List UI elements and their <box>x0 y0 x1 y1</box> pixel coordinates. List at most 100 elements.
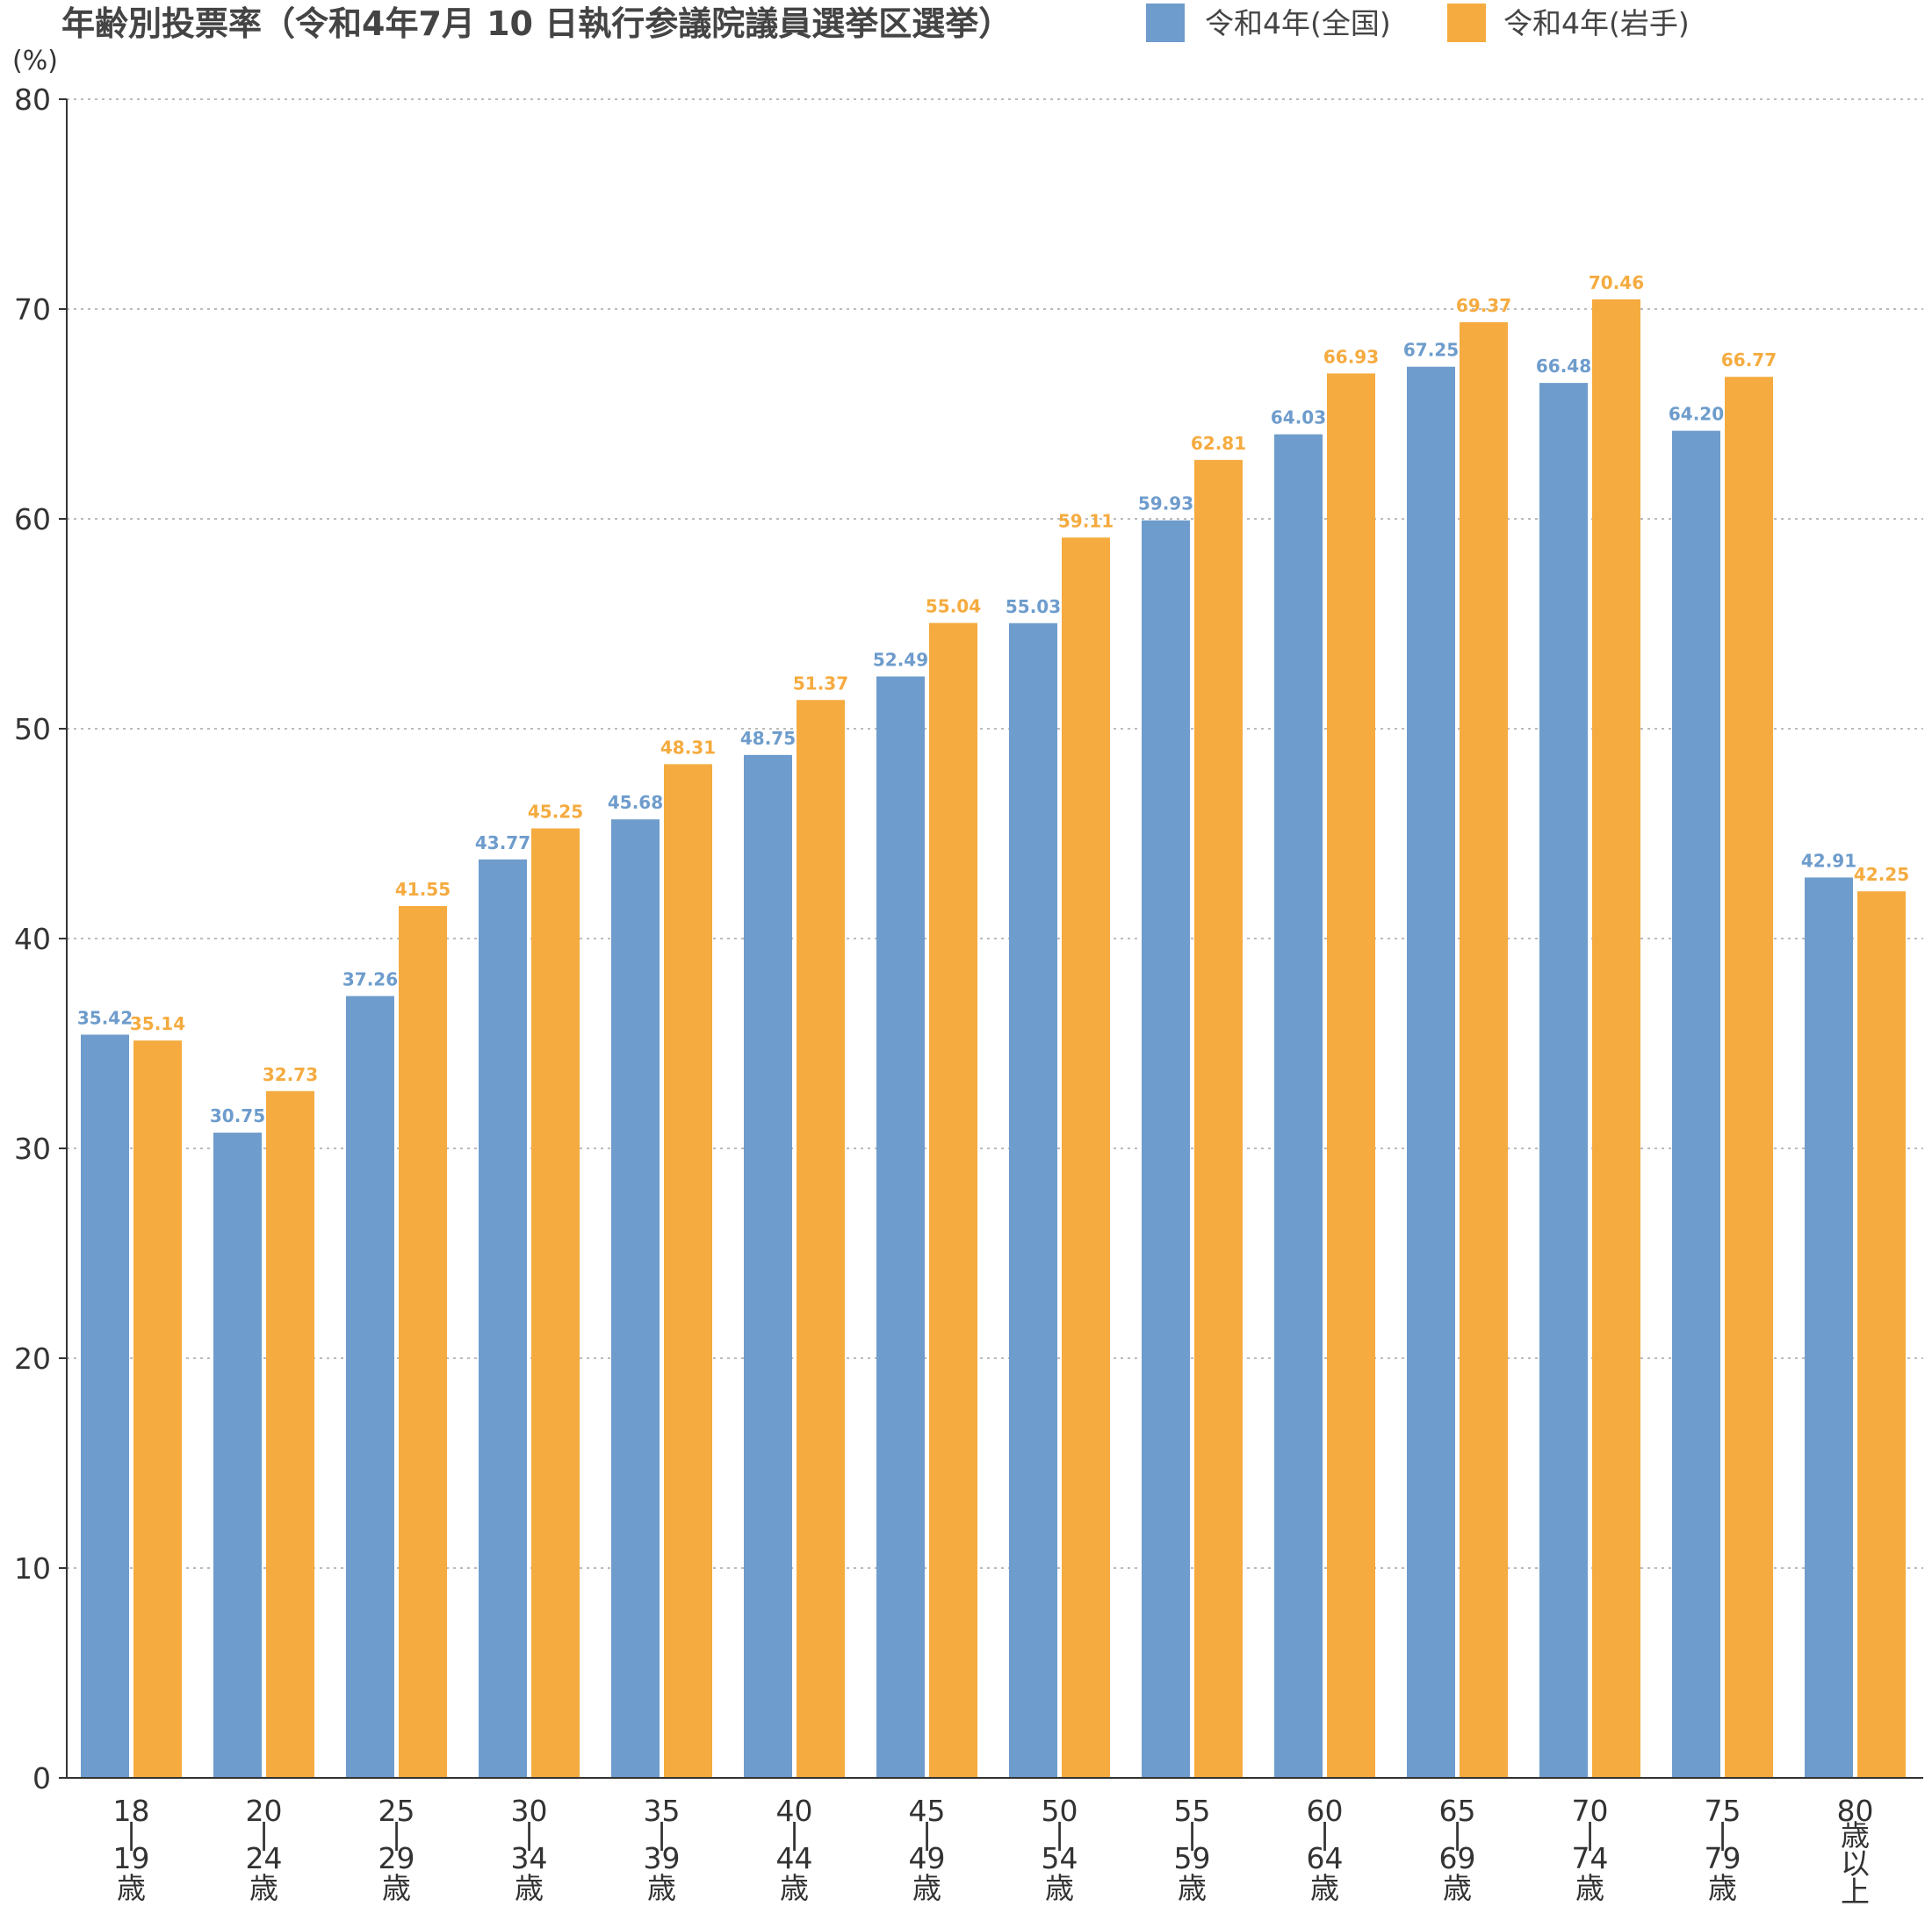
bar-iwate-25-29 <box>399 905 447 1778</box>
data-label-national-20-24: 30.75 <box>210 1105 265 1126</box>
legend-label-iwate: 令和4年(岩手) <box>1503 6 1690 40</box>
data-label-iwate-55-59: 62.81 <box>1191 433 1246 454</box>
data-label-iwate-30-34: 45.25 <box>528 802 583 823</box>
x-category-label-65-69-line-1: | <box>1453 1817 1462 1851</box>
x-category-label-35-39-line-1: | <box>657 1817 667 1851</box>
x-category-label-20-24-line-1: | <box>259 1817 269 1851</box>
x-category-label-25-29-line-0: 25 <box>378 1794 415 1828</box>
x-category-label-60-64-line-3: 歳 <box>1310 1871 1339 1905</box>
x-category-label-40-44-line-0: 40 <box>776 1794 813 1828</box>
bar-national-55-59 <box>1142 520 1190 1778</box>
x-axis-categories: 18|19歳20|24歳25|29歳30|34歳35|39歳40|44歳45|4… <box>113 1794 1874 1909</box>
data-label-national-18-19: 35.42 <box>77 1007 133 1028</box>
bar-iwate-40-44 <box>797 700 845 1778</box>
bar-iwate-30-34 <box>531 828 580 1778</box>
bar-iwate-45-49 <box>929 622 977 1779</box>
bar-national-40-44 <box>744 754 792 1778</box>
x-category-label-80+-line-3: 上 <box>1841 1874 1870 1909</box>
y-tick-label-60: 60 <box>14 502 51 536</box>
x-category-label-30-34-line-0: 30 <box>511 1794 548 1828</box>
data-label-national-65-69: 67.25 <box>1403 340 1459 361</box>
y-tick-label-0: 0 <box>32 1761 51 1795</box>
x-category-label-45-49-line-3: 歳 <box>912 1871 941 1905</box>
data-label-iwate-70-74: 70.46 <box>1589 272 1644 293</box>
x-category-label-60-64-line-0: 60 <box>1307 1794 1344 1828</box>
axes <box>66 99 1923 1779</box>
x-category-label-50-54-line-3: 歳 <box>1045 1871 1074 1905</box>
data-label-national-30-34: 43.77 <box>475 832 530 853</box>
bar-national-50-54 <box>1009 622 1057 1779</box>
x-category-label-35-39-line-2: 39 <box>644 1841 681 1875</box>
x-category-label-25-29-line-3: 歳 <box>382 1871 411 1905</box>
x-category-label-35-39-line-3: 歳 <box>647 1871 676 1905</box>
x-category-label-70-74-line-1: | <box>1585 1817 1595 1851</box>
bar-national-35-39 <box>611 819 660 1778</box>
x-category-label-18-19-line-1: | <box>126 1817 136 1851</box>
x-category-label-40-44-line-1: | <box>789 1817 799 1851</box>
data-label-iwate-60-64: 66.93 <box>1323 346 1379 367</box>
x-category-label-50-54-line-1: | <box>1055 1817 1064 1851</box>
bar-iwate-70-74 <box>1592 299 1640 1779</box>
legend-swatch-national <box>1146 4 1185 42</box>
bar-national-45-49 <box>876 676 925 1778</box>
x-category-label-50-54-line-2: 54 <box>1042 1841 1078 1875</box>
data-label-iwate-40-44: 51.37 <box>793 673 848 694</box>
x-category-label-65-69-line-3: 歳 <box>1443 1871 1472 1905</box>
bar-iwate-75-79 <box>1725 377 1773 1778</box>
x-category-label-55-59-line-3: 歳 <box>1178 1871 1207 1905</box>
x-category-label-20-24-line-0: 20 <box>246 1794 283 1828</box>
data-label-iwate-20-24: 32.73 <box>263 1064 318 1085</box>
x-category-label-45-49-line-0: 45 <box>909 1794 946 1828</box>
data-label-iwate-65-69: 69.37 <box>1456 295 1511 316</box>
bars <box>81 299 1906 1779</box>
x-category-label-60-64-line-1: | <box>1320 1817 1330 1851</box>
x-category-label-18-19-line-0: 18 <box>113 1794 150 1828</box>
x-category-label-45-49-line-1: | <box>922 1817 932 1851</box>
x-category-label-30-34-line-3: 歳 <box>515 1871 544 1905</box>
x-category-label-30-34-line-2: 34 <box>511 1841 548 1875</box>
x-category-label-25-29-line-1: | <box>392 1817 401 1851</box>
x-category-label-75-79-line-0: 75 <box>1705 1794 1741 1828</box>
x-category-label-80+-line-0: 80 <box>1837 1794 1874 1828</box>
bar-iwate-50-54 <box>1062 537 1110 1778</box>
x-category-label-45-49-line-2: 49 <box>909 1841 946 1875</box>
bar-iwate-18-19 <box>133 1040 182 1778</box>
x-category-label-30-34-line-1: | <box>524 1817 534 1851</box>
data-label-iwate-25-29: 41.55 <box>395 879 451 900</box>
bar-national-30-34 <box>479 859 527 1778</box>
bar-iwate-80+ <box>1857 891 1906 1778</box>
y-tick-label-50: 50 <box>14 712 51 746</box>
x-category-label-70-74-line-3: 歳 <box>1575 1871 1604 1905</box>
data-label-iwate-35-39: 48.31 <box>660 737 716 758</box>
y-tick-label-70: 70 <box>14 292 51 327</box>
x-category-label-65-69-line-0: 65 <box>1439 1794 1476 1828</box>
y-axis-ticks: 0 10 20 30 40 50 60 70 80 <box>14 83 67 1795</box>
x-category-65-69: 65|69歳 <box>1439 1794 1476 1905</box>
bar-national-75-79 <box>1672 430 1720 1778</box>
bar-national-25-29 <box>346 996 394 1778</box>
bar-iwate-35-39 <box>664 764 712 1778</box>
x-category-label-35-39-line-0: 35 <box>644 1794 681 1828</box>
bar-national-65-69 <box>1407 366 1455 1779</box>
data-label-national-70-74: 66.48 <box>1536 356 1591 377</box>
chart-title: 年齢別投票率（令和4年7月 10 日執行参議院議員選挙区選挙） <box>61 4 1012 43</box>
x-category-18-19: 18|19歳 <box>113 1794 150 1905</box>
y-tick-label-80: 80 <box>14 83 51 117</box>
data-label-national-45-49: 52.49 <box>873 649 928 670</box>
x-category-label-55-59-line-2: 59 <box>1174 1841 1211 1875</box>
x-category-label-60-64-line-2: 64 <box>1307 1841 1344 1875</box>
data-label-iwate-75-79: 66.77 <box>1721 349 1777 371</box>
legend: 令和4年(全国) 令和4年(岩手) <box>1146 4 1690 42</box>
x-category-50-54: 50|54歳 <box>1042 1794 1078 1905</box>
data-label-iwate-50-54: 59.11 <box>1058 510 1114 531</box>
x-category-label-55-59-line-0: 55 <box>1174 1794 1211 1828</box>
gridlines <box>67 98 1923 1569</box>
y-tick-label-40: 40 <box>14 922 51 956</box>
y-tick-label-30: 30 <box>14 1132 51 1166</box>
x-category-label-20-24-line-2: 24 <box>246 1841 283 1875</box>
bar-national-18-19 <box>81 1034 129 1778</box>
x-category-45-49: 45|49歳 <box>909 1794 946 1905</box>
